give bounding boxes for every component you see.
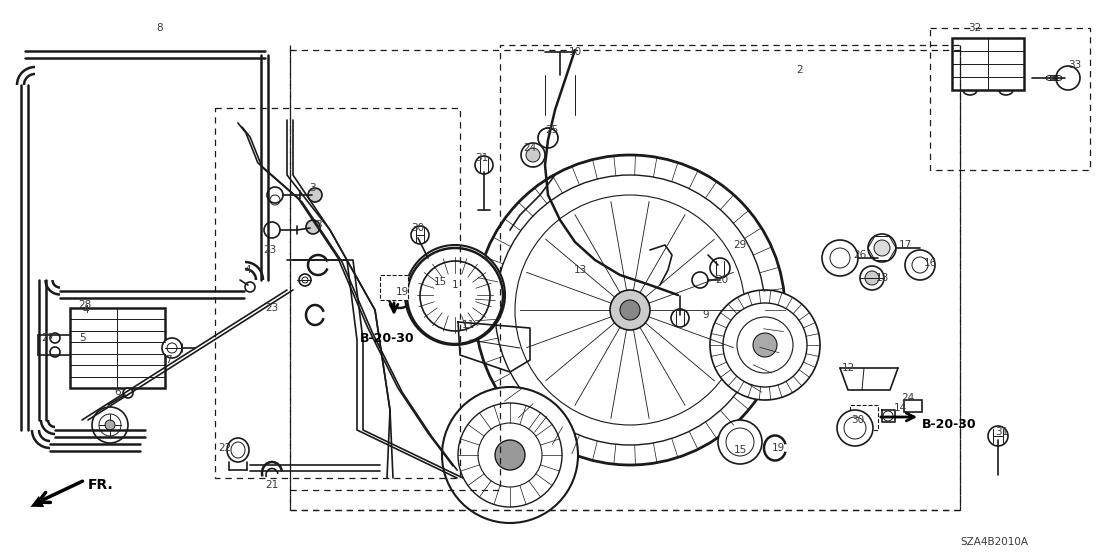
Text: 9: 9 [702,310,709,320]
Text: 4: 4 [83,305,90,315]
Text: FR.: FR. [88,478,114,492]
Text: 24: 24 [902,393,914,403]
Bar [904,400,922,412]
Circle shape [442,387,578,523]
Text: 4: 4 [245,265,252,275]
Circle shape [526,148,540,162]
Text: SZA4B2010A: SZA4B2010A [960,537,1028,547]
Circle shape [123,388,133,398]
Text: 10: 10 [568,47,582,57]
Circle shape [860,266,884,290]
Text: 12: 12 [841,363,854,373]
Text: 15: 15 [433,277,447,287]
Circle shape [308,188,322,202]
Circle shape [837,410,873,446]
Text: 18: 18 [875,273,889,283]
Text: 31: 31 [995,427,1008,437]
Circle shape [1056,66,1080,90]
Text: 7: 7 [165,355,172,365]
Circle shape [611,290,650,330]
Circle shape [865,271,879,285]
Text: 3: 3 [309,183,316,193]
Circle shape [306,220,320,234]
Circle shape [905,250,935,280]
Circle shape [710,258,730,278]
Circle shape [874,240,890,256]
Text: 28: 28 [79,300,92,310]
Text: 22: 22 [218,443,232,453]
Text: 3: 3 [315,220,321,230]
Circle shape [620,300,640,320]
Text: 21: 21 [266,480,278,490]
Text: 2: 2 [797,65,803,75]
Circle shape [406,275,445,315]
Text: 13: 13 [573,265,586,275]
Text: 25: 25 [545,125,558,135]
Circle shape [671,309,689,327]
Text: 14: 14 [893,403,906,413]
Circle shape [299,274,311,286]
Circle shape [753,333,777,357]
Text: 11: 11 [461,320,474,330]
Circle shape [105,420,115,430]
Circle shape [264,222,280,238]
Text: 15: 15 [733,445,747,455]
Bar [952,38,1024,90]
Text: 16: 16 [923,258,936,268]
Circle shape [475,156,493,174]
Text: 31: 31 [475,153,489,163]
Circle shape [445,285,465,305]
Text: 30: 30 [851,415,864,425]
Circle shape [710,290,820,400]
Text: 26: 26 [853,250,866,260]
Text: 19: 19 [396,287,409,297]
Text: B-20-30: B-20-30 [360,331,414,345]
Circle shape [538,128,558,148]
Circle shape [692,272,708,288]
Text: 32: 32 [968,23,982,33]
Bar [850,405,878,430]
Circle shape [988,426,1008,446]
Text: 17: 17 [899,240,912,250]
Text: 23: 23 [264,245,277,255]
Text: 27: 27 [41,333,54,343]
Circle shape [245,282,255,292]
Text: 8: 8 [156,23,163,33]
Circle shape [718,420,762,464]
Circle shape [475,155,784,465]
Text: 6: 6 [115,387,121,397]
Circle shape [822,240,858,276]
Circle shape [162,338,182,358]
Text: 30: 30 [411,223,424,233]
Text: 5: 5 [79,333,85,343]
Circle shape [92,407,129,443]
Text: B-20-30: B-20-30 [922,418,976,432]
Circle shape [868,234,896,262]
Circle shape [406,245,505,345]
Text: 20: 20 [716,275,729,285]
Circle shape [411,226,429,244]
Circle shape [267,187,283,203]
Text: 33: 33 [1068,60,1081,70]
Text: 23: 23 [266,303,278,313]
Text: 24: 24 [523,143,536,153]
Text: 19: 19 [771,443,784,453]
Bar [70,308,165,388]
Text: 29: 29 [733,240,747,250]
Circle shape [407,248,503,344]
Bar [380,275,408,300]
Text: 1: 1 [452,280,459,290]
Circle shape [495,440,525,470]
Circle shape [521,143,545,167]
